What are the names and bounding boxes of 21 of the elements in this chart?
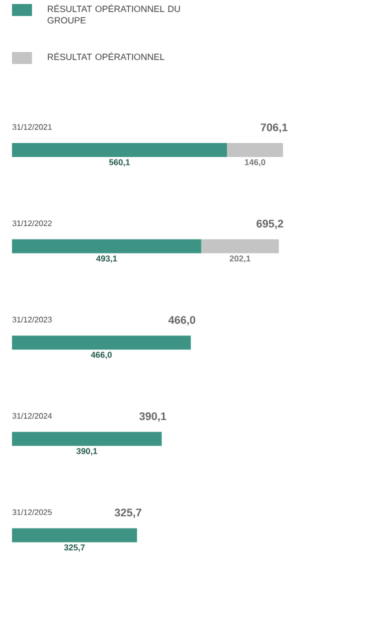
data-label: 325,7 (64, 544, 85, 552)
bar (201, 239, 279, 254)
data-label: 466,0 (90, 352, 112, 360)
total-label: 466,0 (168, 316, 196, 326)
bar (12, 239, 202, 254)
legend-label: RÉSULTAT OPÉRATIONNEL DU GROUPE (48, 4, 180, 24)
total-label: 706,1 (260, 123, 288, 133)
data-label: 202,1 (230, 256, 250, 263)
legend-label: RÉSULTAT OPÉRATIONNEL (48, 52, 164, 60)
bar (12, 528, 138, 542)
bar (12, 432, 162, 446)
bar (12, 143, 227, 157)
total-label: 695,2 (256, 220, 284, 230)
data-label: 390,1 (76, 448, 98, 456)
bar (12, 336, 191, 350)
total-label: 325,7 (114, 508, 142, 518)
bar (226, 143, 284, 157)
data-label: 493,1 (96, 256, 117, 263)
data-label: 146,0 (244, 159, 266, 166)
data-label: 560,1 (109, 159, 130, 166)
total-label: 390,1 (139, 412, 166, 422)
